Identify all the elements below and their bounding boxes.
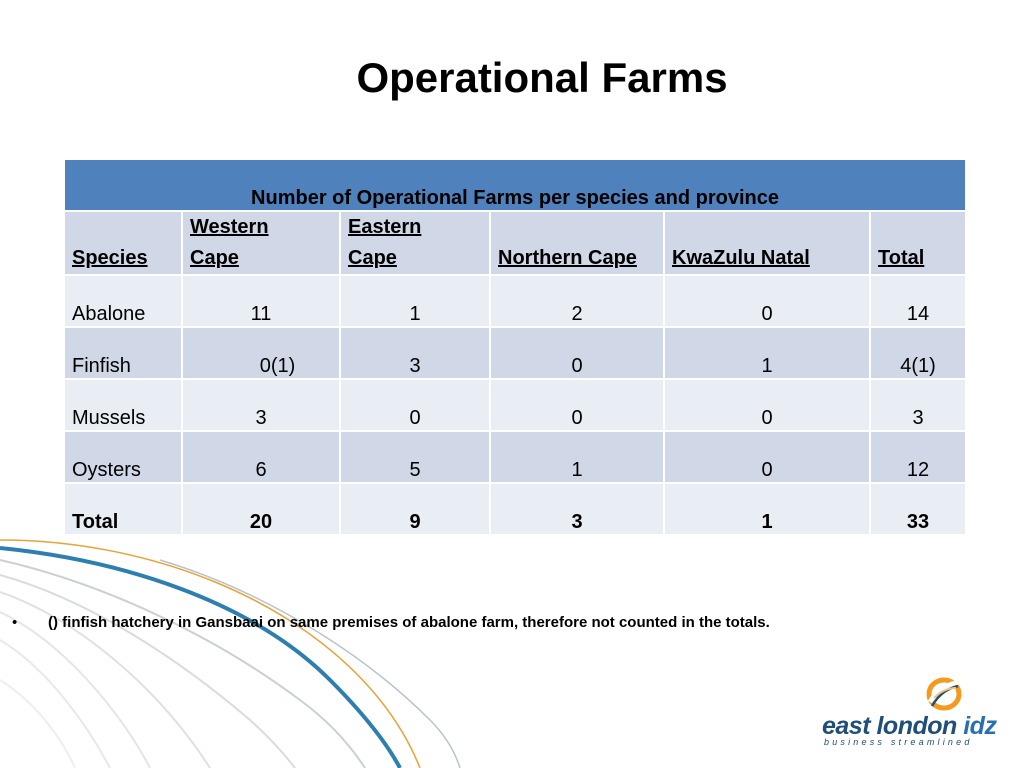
value-cell: 0 [339,378,491,432]
value-cell: 3 [339,326,491,380]
total-cell: 3 [869,378,967,432]
table-total-row: Total 20 9 3 1 33 [63,482,967,536]
table-row: Oysters 6 5 1 0 12 [63,430,967,484]
species-cell: Finfish [63,326,183,380]
species-cell: Oysters [63,430,183,484]
value-cell: 1 [339,274,491,328]
total-cell: 12 [869,430,967,484]
page-title: Operational Farms [356,54,728,101]
footnote: • () finfish hatchery in Gansbaai on same… [12,614,770,631]
table-header-row: Species Western Cape Eastern Cape Northe… [63,210,967,276]
column-header-eastern-cape: Eastern Cape [339,210,491,276]
east-london-idz-logo: east london idz business streamlined [818,676,997,756]
value-cell: 0 [663,430,871,484]
value-cell: 5 [339,430,491,484]
footnote-text: () finfish hatchery in Gansbaai on same … [48,614,770,631]
operational-farms-table: Number of Operational Farms per species … [63,158,967,536]
total-cell: 14 [869,274,967,328]
bullet-marker: • [12,614,18,631]
value-cell: 1 [663,326,871,380]
table-row: Finfish 0(1) 3 0 1 4(1) [63,326,967,380]
logo-name-accent: idz [963,712,997,740]
column-header-total: Total [869,210,967,276]
total-value-cell: 9 [339,482,491,536]
grand-total-cell: 33 [869,482,967,536]
table-caption-row: Number of Operational Farms per species … [63,158,967,212]
total-value-cell: 1 [663,482,871,536]
total-value-cell: 3 [489,482,665,536]
total-cell: 4(1) [869,326,967,380]
table-caption: Number of Operational Farms per species … [63,158,967,212]
column-header-kwazulu-natal: KwaZulu Natal [663,210,871,276]
logo-tagline: business streamlined [824,737,973,747]
value-cell: 1 [489,430,665,484]
value-cell: 0 [663,274,871,328]
table-row: Mussels 3 0 0 0 3 [63,378,967,432]
logo-swirl-icon [926,677,962,711]
value-cell: 6 [181,430,341,484]
column-header-western-cape: Western Cape [181,210,341,276]
total-label-cell: Total [63,482,183,536]
logo-wordmark: east london idz [822,712,997,741]
species-cell: Abalone [63,274,183,328]
species-cell: Mussels [63,378,183,432]
value-cell: 0 [663,378,871,432]
value-cell: 0 [489,378,665,432]
column-header-northern-cape: Northern Cape [489,210,665,276]
table-row: Abalone 11 1 2 0 14 [63,274,967,328]
value-cell: 2 [489,274,665,328]
logo-name-main: east london [822,712,964,740]
value-cell: 11 [181,274,341,328]
value-cell: 0 [489,326,665,380]
total-value-cell: 20 [181,482,341,536]
value-cell: 3 [181,378,341,432]
value-cell: 0(1) [181,326,341,380]
column-header-species: Species [63,210,183,276]
